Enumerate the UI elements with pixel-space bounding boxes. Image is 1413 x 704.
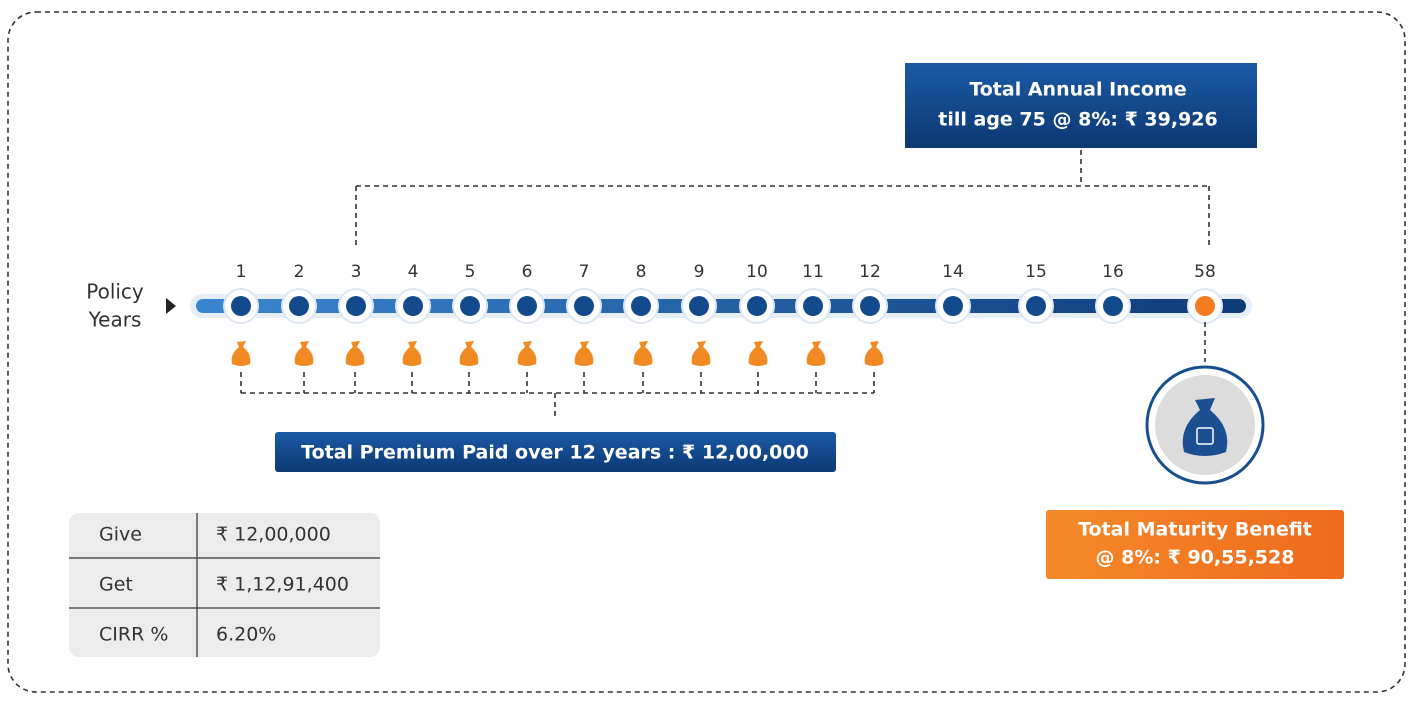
year-node bbox=[231, 296, 251, 316]
maturity-line: @ 8%: ₹ 90,55,528 bbox=[1096, 547, 1295, 569]
premium-text: Total Premium Paid over 12 years : ₹ 12,… bbox=[301, 442, 809, 464]
year-label: 15 bbox=[1025, 262, 1047, 282]
money-bag bbox=[633, 341, 653, 366]
money-bag bbox=[294, 341, 314, 366]
year-label: 7 bbox=[579, 262, 590, 282]
year-label: 12 bbox=[859, 262, 881, 282]
money-bag bbox=[691, 341, 711, 366]
maturity-line: Total Maturity Benefit bbox=[1078, 519, 1312, 541]
income-box bbox=[905, 63, 1257, 148]
year-label: 5 bbox=[465, 262, 476, 282]
year-node bbox=[943, 296, 963, 316]
money-bag-icon bbox=[1182, 398, 1228, 456]
money-bag bbox=[748, 341, 768, 366]
year-label: 16 bbox=[1102, 262, 1124, 282]
year-label: 14 bbox=[942, 262, 964, 282]
year-label: 9 bbox=[694, 262, 705, 282]
year-node bbox=[1026, 296, 1046, 316]
year-label: 1 bbox=[236, 262, 247, 282]
table-cell: ₹ 12,00,000 bbox=[216, 524, 331, 546]
year-node bbox=[689, 296, 709, 316]
axis-label: Years bbox=[88, 308, 142, 332]
table-cell: Get bbox=[99, 574, 133, 596]
arrow bbox=[166, 298, 176, 314]
calendar-icon bbox=[1196, 427, 1214, 445]
year-label: 8 bbox=[636, 262, 647, 282]
money-bag bbox=[517, 341, 537, 366]
year-node bbox=[747, 296, 767, 316]
year-node bbox=[631, 296, 651, 316]
year-label: 4 bbox=[408, 262, 419, 282]
table-cell: Give bbox=[99, 524, 142, 546]
table-cell: ₹ 1,12,91,400 bbox=[216, 574, 349, 596]
axis-label: Policy bbox=[86, 280, 144, 304]
year-node bbox=[346, 296, 366, 316]
year-node bbox=[517, 296, 537, 316]
money-bag bbox=[806, 341, 826, 366]
year-label: 10 bbox=[746, 262, 768, 282]
money-bag bbox=[864, 341, 884, 366]
year-label: 11 bbox=[802, 262, 824, 282]
year-node bbox=[860, 296, 880, 316]
year-node bbox=[1195, 296, 1215, 316]
frame bbox=[7, 11, 1406, 693]
year-label: 2 bbox=[294, 262, 305, 282]
money-bag bbox=[345, 341, 365, 366]
income-line: Total Annual Income bbox=[969, 79, 1186, 101]
table-cell: 6.20% bbox=[216, 624, 276, 646]
year-node bbox=[289, 296, 309, 316]
income-line: till age 75 @ 8%: ₹ 39,926 bbox=[938, 109, 1217, 131]
year-node bbox=[403, 296, 423, 316]
maturity-box bbox=[1046, 510, 1344, 579]
premium-box bbox=[275, 432, 836, 472]
table bbox=[69, 513, 380, 657]
year-node bbox=[803, 296, 823, 316]
year-label: 3 bbox=[351, 262, 362, 282]
money-bag bbox=[402, 341, 422, 366]
table-cell: CIRR % bbox=[99, 624, 168, 646]
money-bag bbox=[231, 341, 251, 366]
bracket bbox=[241, 392, 874, 420]
year-node bbox=[574, 296, 594, 316]
year-node bbox=[460, 296, 480, 316]
year-label: 6 bbox=[522, 262, 533, 282]
connector bbox=[355, 150, 1210, 245]
money-bag bbox=[459, 341, 479, 366]
year-label: 58 bbox=[1194, 262, 1216, 282]
money-bag bbox=[574, 341, 594, 366]
year-node bbox=[1103, 296, 1123, 316]
